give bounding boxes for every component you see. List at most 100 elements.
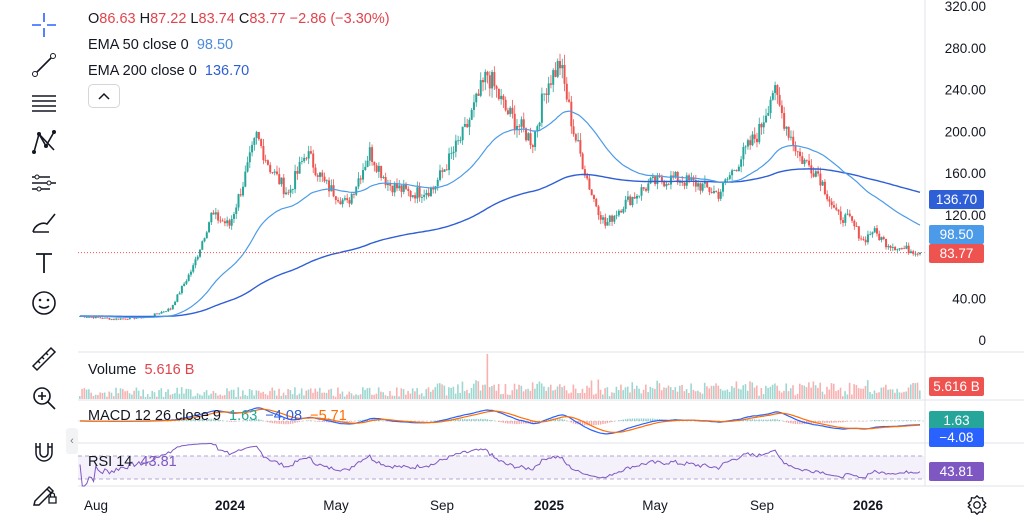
rsi-legend[interactable]: RSI 14 43.81 (88, 454, 177, 470)
volume-bar (814, 385, 817, 399)
volume-bar (482, 384, 484, 399)
candle (722, 182, 725, 192)
volume-bar (443, 385, 446, 399)
high-value: 87.22 (150, 11, 187, 27)
candle (651, 176, 654, 178)
candle (416, 187, 419, 199)
volume-bar (194, 395, 197, 399)
candle (117, 318, 120, 320)
candle (350, 193, 353, 204)
candle (701, 183, 704, 191)
emoji-tool[interactable] (26, 285, 62, 321)
candle (178, 293, 181, 295)
volume-bar (119, 388, 122, 399)
volume-bar (780, 392, 783, 399)
candle (237, 194, 240, 208)
volume-bar (785, 383, 788, 399)
volume-bar (735, 381, 738, 399)
crosshair-tool[interactable] (26, 7, 62, 43)
volume-bar (765, 385, 767, 399)
settings-gear-icon[interactable] (966, 494, 988, 516)
candle (298, 162, 301, 174)
candle (187, 274, 190, 281)
volume-bar (246, 395, 249, 399)
macd-hist-bar (190, 419, 192, 421)
rsi-line (79, 443, 921, 487)
candle (726, 178, 729, 180)
volume-bar (903, 391, 905, 399)
candle (660, 177, 663, 183)
candle (391, 185, 394, 193)
macd-hist-bar (509, 421, 511, 424)
candle (454, 140, 457, 152)
macd-hist-bar (215, 419, 217, 421)
candle (221, 220, 224, 222)
volume-bar (380, 391, 382, 399)
volume-bar (343, 396, 346, 399)
collapse-legend-button[interactable] (88, 84, 120, 108)
magnet-tool[interactable] (26, 434, 62, 470)
macd-hist-bar (479, 418, 482, 421)
macd-hist-bar (907, 420, 910, 421)
macd-hist-bar (316, 421, 319, 422)
zoom-tool[interactable] (26, 380, 62, 416)
macd-hist-bar (581, 421, 584, 426)
candle (210, 212, 213, 223)
candle (681, 181, 684, 183)
macd-hist-bar (199, 419, 201, 421)
candle (866, 234, 869, 243)
volume-bar (144, 396, 147, 399)
candle (635, 195, 638, 199)
candle (536, 126, 539, 132)
volume-bar (414, 391, 416, 399)
candle (264, 160, 267, 161)
candle (429, 187, 432, 197)
pattern-tool[interactable] (26, 125, 62, 161)
brush-tool[interactable] (26, 205, 62, 241)
volume-bar (128, 393, 131, 399)
volume-bar (683, 391, 686, 399)
signal-tag: −4.08 (929, 428, 984, 447)
candle (789, 136, 792, 138)
volume-bar (357, 395, 360, 399)
volume-bar (468, 393, 471, 399)
trend-line-tool[interactable] (26, 47, 62, 83)
candle (898, 248, 901, 250)
macd-legend[interactable]: MACD 12 26 close 9 1.63 −4.08 −5.71 (88, 408, 347, 424)
volume-bar (312, 392, 314, 399)
candle (640, 187, 643, 196)
volume-legend[interactable]: Volume 5.616 B (88, 362, 195, 378)
forecast-tool[interactable] (26, 165, 62, 201)
collapse-panel-handle[interactable]: ‹ (66, 428, 78, 454)
ema50-legend[interactable]: EMA 50 close 0 98.50 (88, 37, 234, 53)
volume-bar (228, 391, 231, 399)
ema200-legend[interactable]: EMA 200 close 0 136.70 (88, 63, 250, 79)
candle (844, 214, 847, 223)
ruler-tool[interactable] (26, 341, 62, 377)
candle (875, 228, 878, 234)
volume-bar (448, 387, 450, 399)
candle (246, 162, 249, 172)
macd-hist-bar (228, 421, 231, 422)
candle (384, 177, 387, 186)
lock-drawing-tool[interactable] (26, 474, 62, 510)
volume-bar (484, 384, 486, 399)
volume-bar (314, 388, 317, 399)
volume-bar (382, 392, 384, 399)
macd-hist-bar (597, 421, 600, 425)
volume-bar (296, 395, 298, 399)
macd-hist-bar (208, 418, 210, 421)
macd-hist-bar (876, 420, 878, 421)
macd-hist-bar (518, 421, 520, 425)
candle (570, 101, 573, 127)
candle (153, 313, 156, 317)
text-tool[interactable] (26, 245, 62, 281)
fib-lines-tool[interactable] (26, 85, 62, 121)
volume-bar (651, 388, 654, 399)
candle (891, 247, 894, 248)
volume-bar (853, 384, 855, 399)
macd-hist-bar (796, 421, 799, 425)
macd-hist-bar (606, 421, 609, 424)
volume-bar (830, 383, 833, 399)
